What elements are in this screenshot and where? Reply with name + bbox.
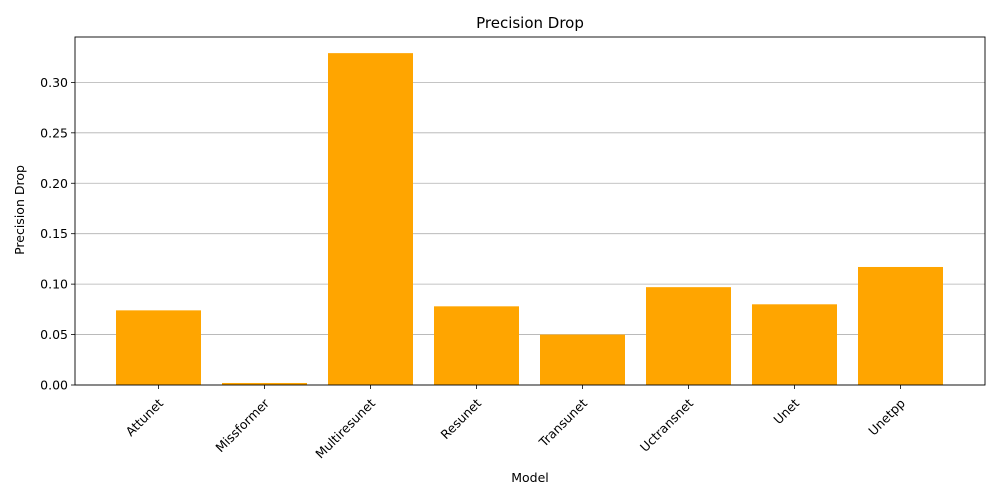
y-tick-label: 0.00 — [40, 378, 68, 393]
y-tick-label: 0.30 — [40, 75, 68, 90]
x-tick-label: Resunet — [438, 396, 485, 443]
bar-transunet — [540, 334, 625, 385]
axis-layer — [71, 36, 986, 389]
y-tick-label: 0.10 — [40, 277, 68, 292]
y-tick-label: 0.25 — [40, 125, 68, 140]
bar-unet — [752, 304, 837, 385]
y-tick-label: 0.05 — [40, 327, 68, 342]
bar-attunet — [116, 310, 201, 385]
bar-layer — [116, 53, 943, 385]
y-tick-labels: 0.00 0.05 0.10 0.15 0.20 0.25 0.30 — [40, 75, 68, 393]
x-tick-label: Transunet — [535, 396, 590, 451]
y-tick-label: 0.20 — [40, 176, 68, 191]
x-tick-label: Attunet — [122, 396, 166, 440]
x-tick-label: Unet — [770, 396, 802, 428]
x-axis-label: Model — [511, 470, 549, 485]
y-axis-label: Precision Drop — [12, 165, 27, 255]
plot-frame — [74, 36, 986, 386]
bar-resunet — [434, 306, 519, 385]
y-tick-label: 0.15 — [40, 226, 68, 241]
bar-missformer — [222, 382, 307, 385]
bar-uctransnet — [646, 287, 731, 385]
bar-unetpp — [858, 266, 943, 385]
x-tick-label: Multiresunet — [312, 396, 378, 462]
chart-title: Precision Drop — [476, 14, 584, 32]
x-tick-label: Missformer — [212, 395, 272, 455]
x-tick-labels: Attunet Missformer Multiresunet Resunet Tran… — [122, 395, 908, 461]
x-tick-label: Uctransnet — [637, 396, 696, 455]
bar-multiresunet — [328, 53, 413, 385]
grid-layer — [75, 81, 985, 386]
x-tick-label: Unetpp — [865, 396, 908, 439]
